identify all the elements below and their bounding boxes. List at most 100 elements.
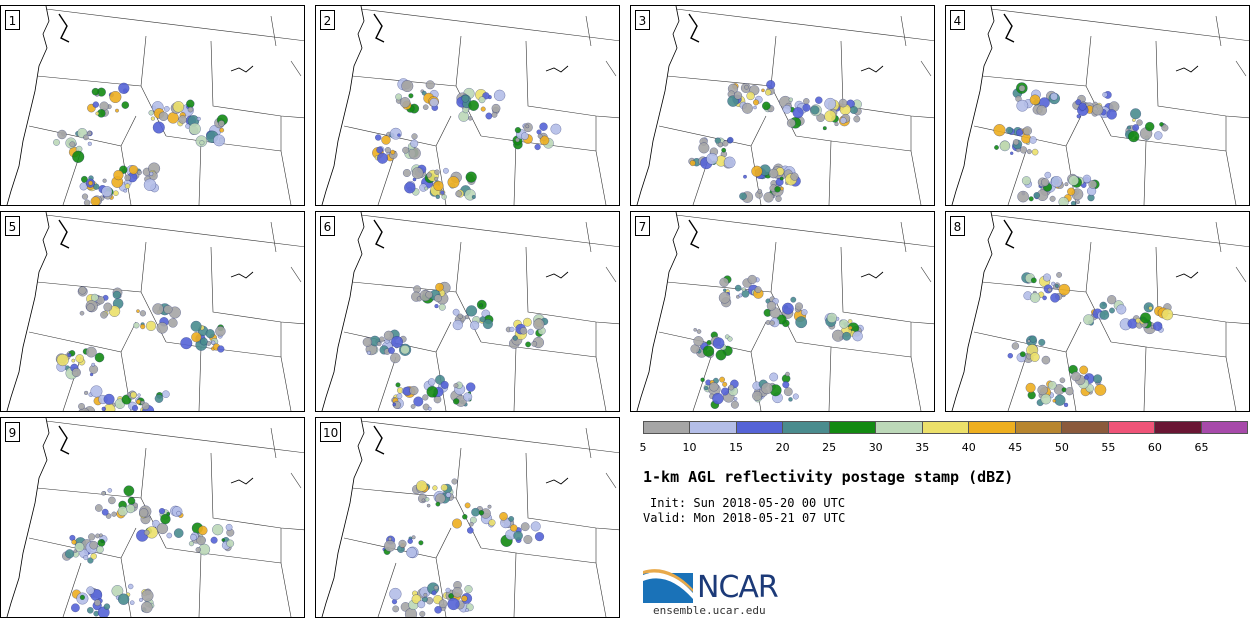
reflectivity-echo	[853, 115, 861, 123]
reflectivity-echo	[1056, 272, 1062, 278]
reflectivity-echo	[221, 538, 226, 542]
reflectivity-echo	[127, 497, 136, 505]
reflectivity-echo	[210, 536, 218, 544]
reflectivity-echo	[178, 115, 187, 124]
reflectivity-echo	[115, 108, 119, 113]
colorbar-swatch	[876, 422, 923, 433]
reflectivity-echo	[761, 382, 773, 395]
reflectivity-echo	[1148, 306, 1153, 311]
reflectivity-echo	[427, 406, 432, 411]
reflectivity-echo	[1140, 312, 1151, 324]
state-border	[515, 346, 607, 411]
reflectivity-echo	[1153, 321, 1163, 331]
reflectivity-echo	[404, 182, 416, 194]
reflectivity-echo	[1025, 382, 1036, 393]
reflectivity-echo	[445, 587, 451, 593]
puget-sound	[688, 13, 700, 43]
state-border	[360, 8, 619, 42]
state-border	[290, 266, 302, 283]
reflectivity-echo	[727, 336, 733, 342]
reflectivity-echo	[212, 524, 224, 536]
reflectivity-echo	[428, 378, 436, 386]
reflectivity-echo	[1021, 176, 1031, 186]
state-border	[1155, 246, 1249, 325]
reflectivity-echo	[537, 133, 543, 139]
init-time: Init: Sun 2018-05-20 00 UTC	[650, 496, 846, 510]
state-border	[120, 321, 137, 353]
reflectivity-echo	[751, 165, 763, 177]
reflectivity-echo	[1021, 133, 1032, 144]
reflectivity-echo	[999, 140, 1011, 152]
reflectivity-echo	[453, 398, 460, 405]
reflectivity-echo	[1029, 94, 1041, 106]
reflectivity-echo	[487, 504, 492, 509]
reflectivity-echo	[746, 91, 755, 101]
ensemble-panel-8: 8	[945, 211, 1250, 412]
reflectivity-echo	[696, 329, 702, 334]
reflectivity-echo	[810, 105, 820, 115]
reflectivity-echo	[1102, 92, 1108, 98]
reflectivity-echo	[389, 127, 402, 140]
reflectivity-echo	[85, 346, 97, 358]
map-canvas	[6, 6, 304, 205]
reflectivity-echo	[1005, 126, 1013, 134]
panel-number: 8	[950, 216, 965, 236]
reflectivity-echo	[145, 320, 157, 331]
reflectivity-echo	[1033, 192, 1040, 199]
reflectivity-echo	[123, 188, 128, 193]
reflectivity-echo	[213, 134, 225, 147]
reflectivity-echo	[73, 549, 78, 553]
reflectivity-echo	[693, 336, 704, 347]
reflectivity-echo	[168, 318, 178, 328]
reflectivity-echo	[1078, 102, 1087, 111]
reflectivity-echo	[407, 538, 413, 544]
reflectivity-echo	[141, 589, 154, 602]
reflectivity-echo	[1068, 175, 1079, 186]
reflectivity-echo	[1050, 92, 1058, 101]
reflectivity-echo	[769, 372, 779, 382]
reflectivity-echo	[1065, 387, 1074, 396]
reflectivity-echo	[782, 381, 790, 389]
reflectivity-echo	[87, 557, 94, 564]
reflectivity-echo	[163, 305, 173, 314]
reflectivity-echo	[100, 539, 105, 543]
reflectivity-echo	[478, 510, 485, 516]
state-border	[900, 221, 907, 253]
reflectivity-echo	[425, 291, 433, 299]
reflectivity-echo	[392, 402, 396, 407]
reflectivity-echo	[480, 106, 486, 112]
state-border	[675, 8, 934, 42]
ensemble-panel-2: 2	[315, 5, 620, 206]
reflectivity-echo	[69, 141, 76, 148]
colorbar-swatch	[783, 422, 830, 433]
reflectivity-echo	[190, 534, 197, 541]
reflectivity-echo	[90, 553, 97, 560]
panel-number: 5	[5, 216, 20, 236]
reflectivity-echo	[107, 488, 113, 493]
reflectivity-echo	[218, 120, 225, 127]
reflectivity-echo	[467, 527, 474, 534]
reflectivity-echo	[762, 101, 771, 111]
reflectivity-echo	[455, 190, 462, 198]
colorbar-tick-label: 45	[1008, 441, 1023, 454]
map-canvas	[321, 418, 619, 617]
colorbar-tick-label: 55	[1101, 441, 1116, 454]
reflectivity-echo	[847, 319, 853, 324]
reflectivity-echo	[139, 508, 149, 518]
reflectivity-echo	[419, 610, 426, 617]
reflectivity-echo	[388, 347, 395, 354]
state-border	[1110, 135, 1147, 205]
reflectivity-echo	[426, 503, 431, 508]
reflectivity-echo	[525, 124, 530, 129]
state-border	[290, 472, 302, 489]
reflectivity-echo	[130, 391, 137, 399]
colorbar-tick-label: 50	[1054, 441, 1069, 454]
reflectivity-echo	[384, 540, 396, 552]
reflectivity-echo	[550, 123, 562, 135]
reflectivity-echo	[136, 399, 141, 405]
reflectivity-echo	[121, 101, 130, 109]
great-salt-lake	[230, 271, 254, 279]
reflectivity-echo	[113, 170, 124, 181]
reflectivity-echo	[1055, 284, 1059, 288]
reflectivity-echo	[743, 174, 747, 179]
